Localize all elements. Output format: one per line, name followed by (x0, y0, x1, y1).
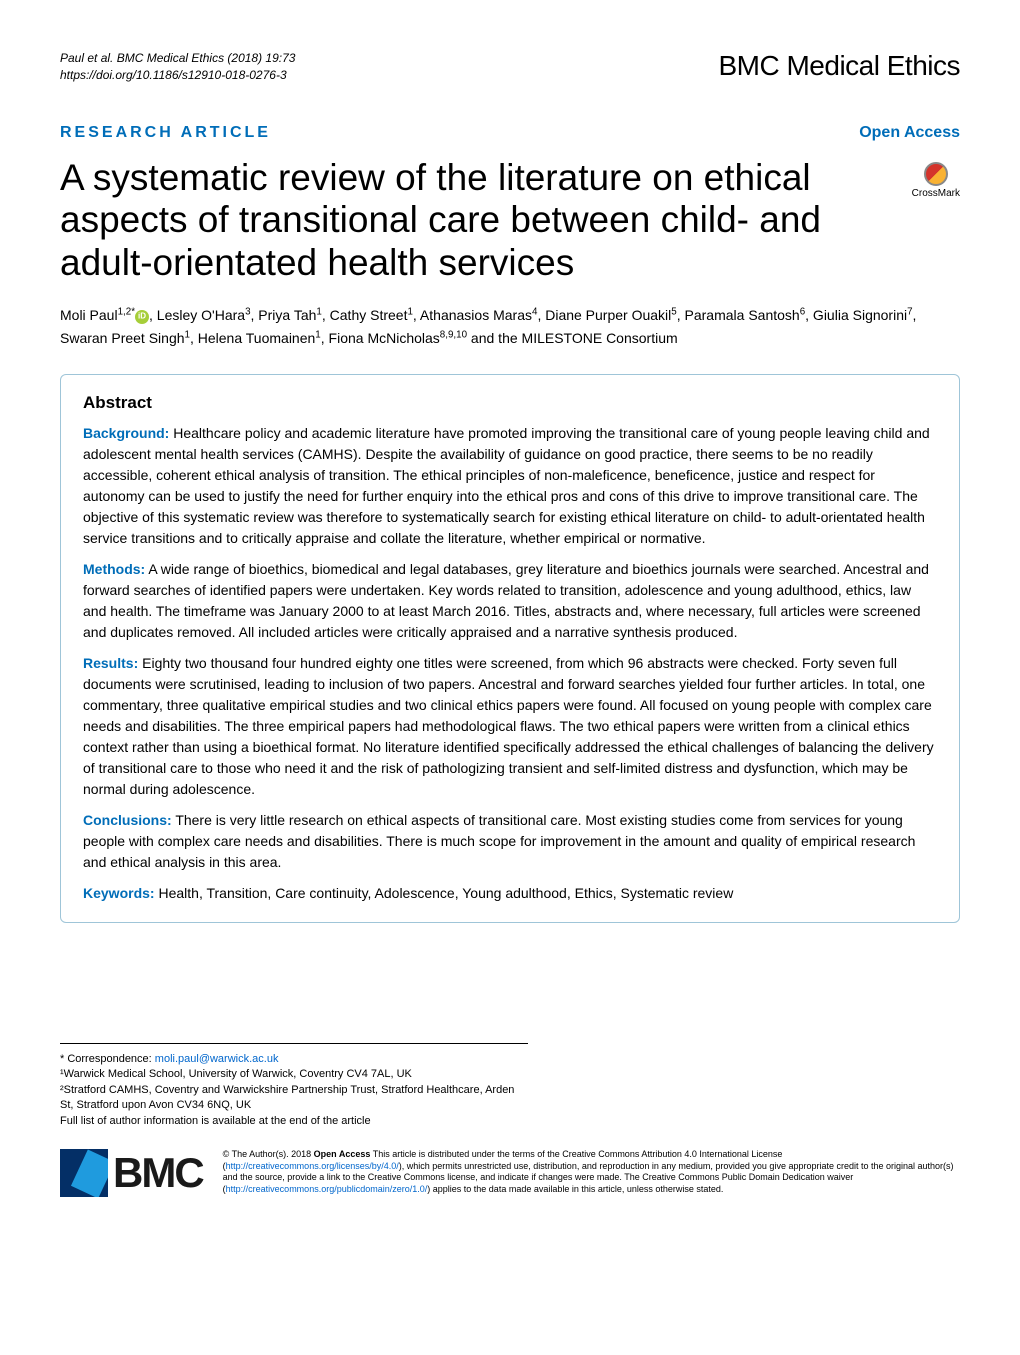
crossmark-label: CrossMark (912, 188, 960, 199)
license-bar: BMC © The Author(s). 2018 Open Access Th… (60, 1149, 960, 1197)
keywords-label: Keywords: (83, 885, 155, 901)
abstract-methods: Methods: A wide range of bioethics, biom… (83, 559, 937, 643)
background-text: Healthcare policy and academic literatur… (83, 425, 930, 546)
article-type: RESEARCH ARTICLE (60, 124, 271, 142)
license-pre: © The Author(s). 2018 (223, 1149, 314, 1159)
title-row: A systematic review of the literature on… (60, 157, 960, 285)
page-container: Paul et al. BMC Medical Ethics (2018) 19… (0, 0, 1020, 1227)
abstract-keywords: Keywords: Health, Transition, Care conti… (83, 883, 937, 904)
license-text: © The Author(s). 2018 Open Access This a… (223, 1149, 960, 1196)
bmc-logo: BMC (60, 1149, 203, 1197)
abstract-box: Abstract Background: Healthcare policy a… (60, 374, 960, 923)
correspondence-email[interactable]: moli.paul@warwick.ac.uk (155, 1053, 279, 1065)
citation-text: Paul et al. BMC Medical Ethics (2018) 19… (60, 50, 295, 67)
affiliation-1: ¹Warwick Medical School, University of W… (60, 1068, 412, 1080)
bmc-logo-text: BMC (113, 1149, 203, 1197)
page-header: Paul et al. BMC Medical Ethics (2018) 19… (60, 50, 960, 84)
license-link-2[interactable]: http://creativecommons.org/publicdomain/… (226, 1184, 428, 1194)
background-label: Background: (83, 425, 169, 441)
affiliation-note: Full list of author information is avail… (60, 1115, 371, 1127)
correspondence: * Correspondence: moli.paul@warwick.ac.u… (60, 1052, 528, 1129)
license-open-access: Open Access (314, 1149, 371, 1159)
author-list: Moli Paul1,2*, Lesley O'Hara3, Priya Tah… (60, 304, 960, 349)
doi-text: https://doi.org/10.1186/s12910-018-0276-… (60, 67, 295, 84)
keywords-text: Health, Transition, Care continuity, Ado… (158, 885, 733, 901)
results-label: Results: (83, 655, 138, 671)
license-link-1[interactable]: http://creativecommons.org/licenses/by/4… (226, 1161, 399, 1171)
orcid-icon[interactable] (135, 310, 149, 324)
abstract-conclusions: Conclusions: There is very little resear… (83, 810, 937, 873)
crossmark-icon (924, 162, 948, 186)
correspondence-section: * Correspondence: moli.paul@warwick.ac.u… (60, 1043, 528, 1129)
license-end: ) applies to the data made available in … (427, 1184, 723, 1194)
abstract-heading: Abstract (83, 393, 937, 413)
abstract-background: Background: Healthcare policy and academ… (83, 423, 937, 549)
conclusions-text: There is very little research on ethical… (83, 812, 915, 870)
methods-label: Methods: (83, 561, 145, 577)
methods-text: A wide range of bioethics, biomedical an… (83, 561, 929, 640)
bmc-logo-icon (60, 1149, 108, 1197)
abstract-results: Results: Eighty two thousand four hundre… (83, 653, 937, 800)
article-title: A systematic review of the literature on… (60, 157, 892, 285)
article-type-bar: RESEARCH ARTICLE Open Access (60, 124, 960, 142)
journal-name: BMC Medical Ethics (718, 50, 960, 82)
citation: Paul et al. BMC Medical Ethics (2018) 19… (60, 50, 295, 84)
results-text: Eighty two thousand four hundred eighty … (83, 655, 934, 797)
conclusions-label: Conclusions: (83, 812, 172, 828)
open-access-label: Open Access (859, 124, 960, 142)
correspondence-label: * Correspondence: (60, 1053, 152, 1065)
crossmark-badge[interactable]: CrossMark (912, 162, 960, 199)
affiliation-2: ²Stratford CAMHS, Coventry and Warwicksh… (60, 1084, 514, 1111)
